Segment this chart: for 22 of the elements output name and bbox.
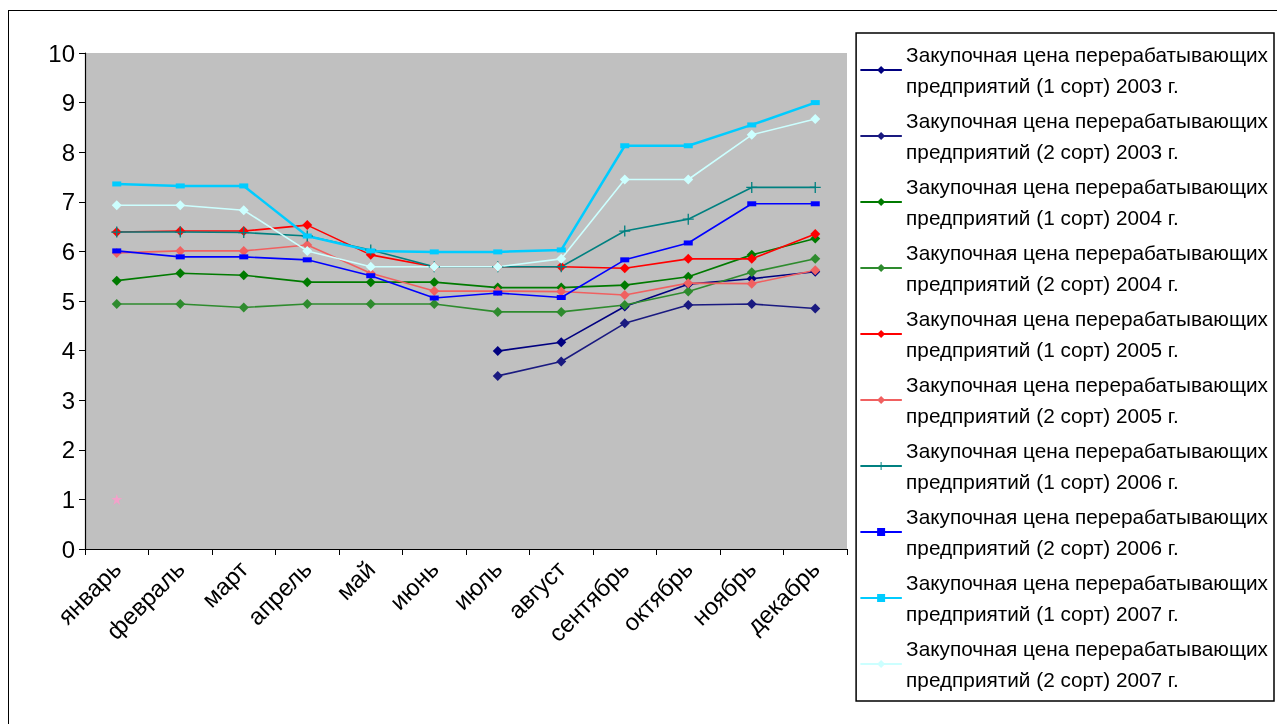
legend-label: Закупочная цена перерабатывающих предприятий (2 сорт) 2005 г. bbox=[906, 373, 1269, 427]
y-tick-label: 9 bbox=[61, 89, 75, 117]
legend-label: Закупочная цена перерабатывающих предприятий (1 сорт) 2007 г. bbox=[906, 571, 1269, 625]
y-tick-label: 8 bbox=[61, 138, 75, 166]
y-tick-label: 1 bbox=[61, 485, 75, 513]
x-tick-label: май bbox=[330, 555, 381, 606]
legend-label: Закупочная цена перерабатывающих предприятий (2 сорт) 2006 г. bbox=[906, 505, 1269, 559]
y-tick-label: 2 bbox=[61, 436, 75, 464]
y-tick-label: 5 bbox=[61, 287, 75, 315]
y-tick-label: 0 bbox=[61, 535, 75, 563]
legend-label: Закупочная цена перерабатывающих предприятий (1 сорт) 2004 г. bbox=[906, 175, 1269, 229]
legend-label: Закупочная цена перерабатывающих предприятий (1 сорт) 2006 г. bbox=[906, 439, 1269, 493]
y-tick-label: 6 bbox=[61, 237, 75, 265]
y-tick-label: 4 bbox=[61, 337, 75, 365]
legend-label: Закупочная цена перерабатывающих предприятий (2 сорт) 2004 г. bbox=[906, 241, 1269, 295]
y-tick-label: 10 bbox=[48, 39, 75, 67]
legend-label: Закупочная цена перерабатывающих предприятий (2 сорт) 2007 г. bbox=[906, 637, 1269, 691]
y-tick-label: 3 bbox=[61, 386, 75, 414]
legend-label: Закупочная цена перерабатывающих предприятий (1 сорт) 2005 г. bbox=[906, 307, 1269, 361]
y-tick-label: 7 bbox=[61, 188, 75, 216]
legend-label: Закупочная цена перерабатывающих предприятий (1 сорт) 2003 г. bbox=[906, 43, 1269, 97]
legend-label: Закупочная цена перерабатывающих предприятий (2 сорт) 2003 г. bbox=[906, 109, 1269, 163]
